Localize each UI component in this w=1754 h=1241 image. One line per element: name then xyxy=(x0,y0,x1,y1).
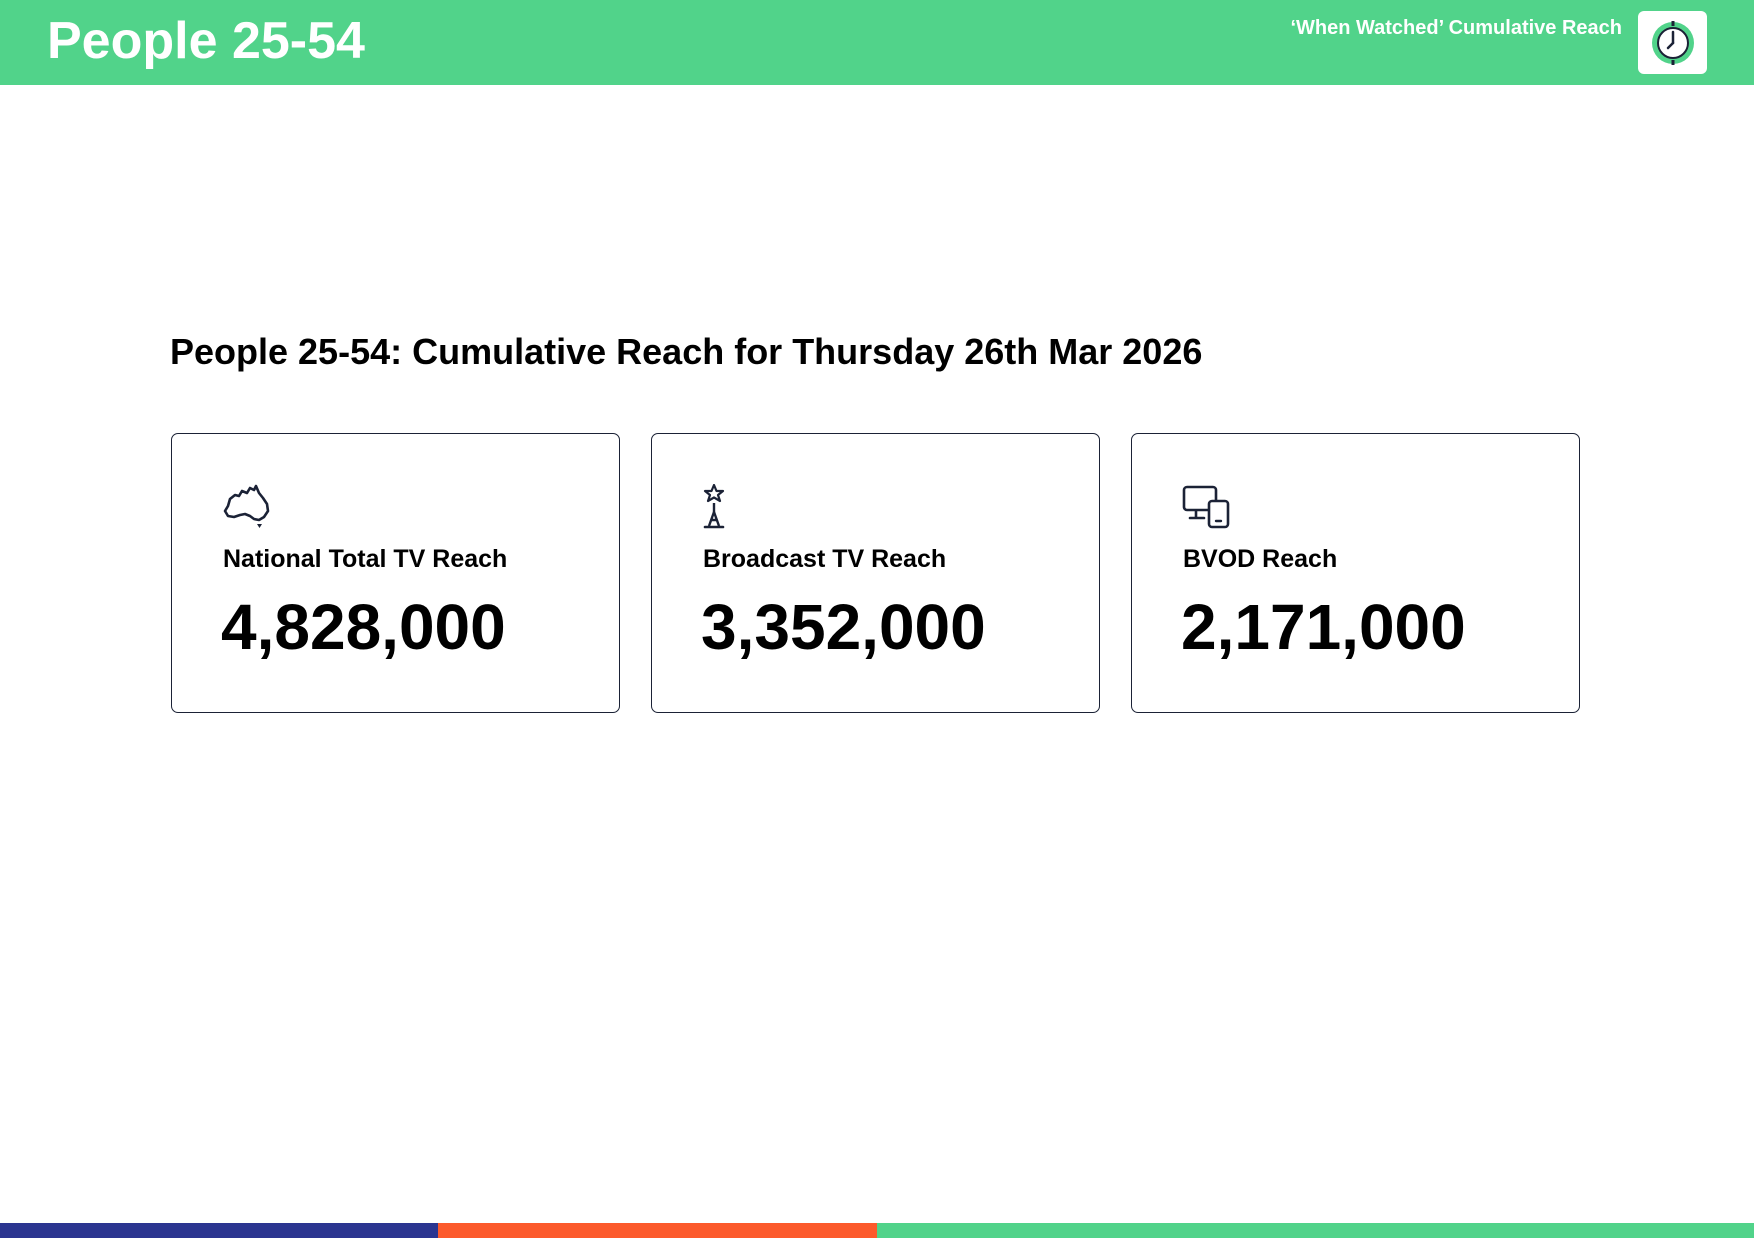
report-badge xyxy=(1638,11,1707,74)
national-total-tv-reach-card: National Total TV Reach 4,828,000 xyxy=(171,433,620,713)
card-value: 2,171,000 xyxy=(1181,591,1466,663)
bvod-reach-card: BVOD Reach 2,171,000 xyxy=(1131,433,1580,713)
header-bar: People 25-54 ‘When Watched’ Cumulative R… xyxy=(0,0,1754,85)
card-label: Broadcast TV Reach xyxy=(703,545,947,573)
australia-map-icon xyxy=(223,484,270,528)
clock-icon xyxy=(1651,20,1694,65)
footer-bar-segment-green xyxy=(877,1223,1754,1238)
report-subtitle: ‘When Watched’ Cumulative Reach xyxy=(1290,17,1622,39)
card-label: National Total TV Reach xyxy=(223,545,508,573)
broadcast-tower-icon xyxy=(703,484,725,529)
card-label: BVOD Reach xyxy=(1183,545,1338,573)
devices-icon xyxy=(1182,485,1230,529)
footer-bar-segment-navy xyxy=(0,1223,438,1238)
page-title: People 25-54 xyxy=(47,12,365,70)
footer-bar-segment-orange xyxy=(438,1223,877,1238)
card-value: 3,352,000 xyxy=(701,591,986,663)
section-title: People 25-54: Cumulative Reach for Thurs… xyxy=(170,331,1203,372)
broadcast-tv-reach-card: Broadcast TV Reach 3,352,000 xyxy=(651,433,1100,713)
card-value: 4,828,000 xyxy=(221,591,506,663)
footer-color-bar xyxy=(0,1223,1754,1238)
